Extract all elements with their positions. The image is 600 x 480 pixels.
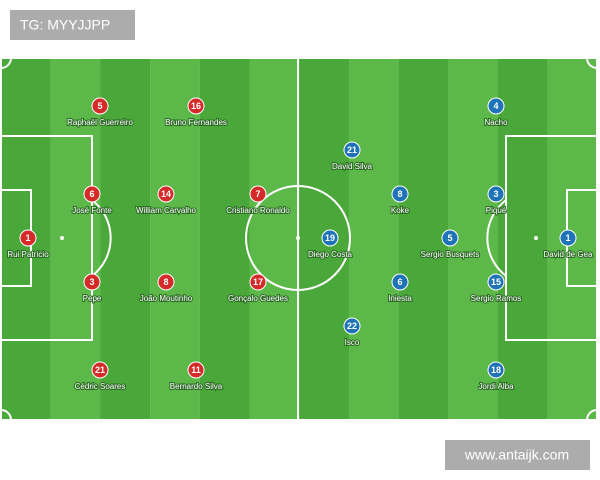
player-name: Diego Costa [308, 250, 353, 259]
player-marker [487, 97, 505, 115]
player-name: Cédric Soares [75, 382, 126, 391]
player-name: Rui Patrício [7, 250, 49, 259]
player-name: Bernardo Silva [170, 382, 223, 391]
player-number: 14 [161, 189, 171, 199]
player-marker [91, 361, 109, 379]
player-marker [91, 97, 109, 115]
player-marker [391, 273, 409, 291]
player-marker [559, 229, 577, 247]
player-marker [487, 185, 505, 203]
player-marker [157, 185, 175, 203]
player-marker [83, 185, 101, 203]
player-number: 21 [95, 365, 105, 375]
watermark-box [445, 440, 590, 470]
player-name: José Fonte [72, 206, 112, 215]
player-name: Pepe [83, 294, 102, 303]
player-number: 8 [397, 189, 402, 199]
pitch-stripe [199, 58, 250, 420]
player-number: 3 [89, 277, 94, 287]
player-number: 11 [191, 365, 201, 375]
watermark-top: TG: MYYJJPP [20, 17, 110, 33]
player-marker [343, 141, 361, 159]
pitch-stripes [1, 58, 598, 420]
player-number: 22 [347, 321, 357, 331]
pitch-stripe [398, 58, 449, 420]
player-name: David Silva [332, 162, 373, 171]
player-number: 1 [25, 233, 30, 243]
player-marker [249, 273, 267, 291]
pitch-stripe [100, 58, 151, 420]
player-name: Koke [391, 206, 410, 215]
player-name: Gonçalo Guedes [228, 294, 288, 303]
player-name: Bruno Fernandes [165, 118, 227, 127]
player-marker [321, 229, 339, 247]
watermark-bottom: www.antaijk.com [464, 447, 569, 463]
player-name: David de Gea [544, 250, 593, 259]
player-name: Nacho [484, 118, 508, 127]
player-number: 15 [491, 277, 501, 287]
player-name: Raphaël Guerreiro [67, 118, 133, 127]
player-number: 6 [397, 277, 402, 287]
player-number: 8 [163, 277, 168, 287]
players: 1 Rui Patrício 6 José Fonte 3 Pepe 5 Raphaël Gu… [6, 97, 594, 392]
pitch-stripe [348, 58, 399, 420]
player-marker [487, 361, 505, 379]
player-number: 3 [493, 189, 498, 199]
player-name: Jordi Alba [478, 382, 514, 391]
player-number: 1 [565, 233, 570, 243]
player-number: 5 [447, 233, 452, 243]
player-marker [441, 229, 459, 247]
player-marker [187, 97, 205, 115]
player-name: Isco [345, 338, 360, 347]
player-marker [187, 361, 205, 379]
player-number: 19 [325, 233, 335, 243]
pitch-lines [0, 57, 598, 421]
player-number: 21 [347, 145, 357, 155]
player-name: William Carvalho [136, 206, 197, 215]
player-marker [157, 273, 175, 291]
player-marker [391, 185, 409, 203]
player-name: Piqué [486, 206, 507, 215]
player-number: 6 [89, 189, 94, 199]
player-name: Iniesta [388, 294, 412, 303]
player-name: João Moutinho [140, 294, 193, 303]
player-marker [487, 273, 505, 291]
player-number: 4 [493, 101, 498, 111]
watermark-box [10, 10, 135, 40]
pitch-stripe [150, 58, 200, 420]
player-number: 5 [97, 101, 102, 111]
pitch-stripe [249, 58, 300, 420]
player-number: 7 [255, 189, 260, 199]
player-marker [343, 317, 361, 335]
player-marker [249, 185, 267, 203]
player-marker [19, 229, 37, 247]
player-number: 17 [253, 277, 263, 287]
player-name: Sergio Ramos [471, 294, 522, 303]
player-number: 16 [191, 101, 201, 111]
player-number: 18 [491, 365, 501, 375]
player-name: Cristiano Ronaldo [226, 206, 290, 215]
player-marker [83, 273, 101, 291]
player-name: Sergio Busquets [421, 250, 480, 259]
